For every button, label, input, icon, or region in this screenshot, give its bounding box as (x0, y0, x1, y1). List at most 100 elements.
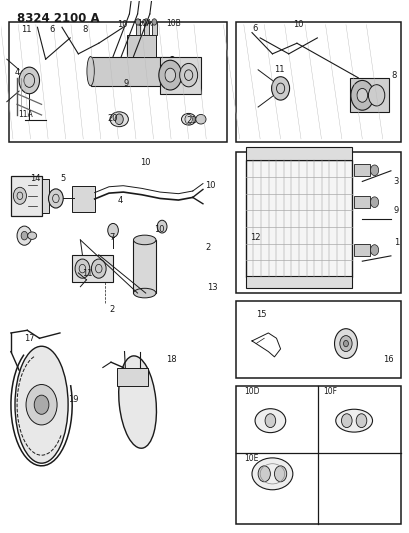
Bar (235, 301, 400, 378)
Text: 13: 13 (207, 283, 217, 292)
Text: 7: 7 (109, 233, 114, 242)
Text: 20: 20 (107, 114, 117, 123)
Bar (353, 244, 370, 256)
Circle shape (274, 466, 286, 482)
Text: 11: 11 (21, 26, 31, 35)
Circle shape (370, 245, 378, 255)
Ellipse shape (133, 235, 155, 245)
Bar (144, 22, 148, 35)
Text: 9: 9 (393, 206, 398, 215)
Bar (90, 56, 172, 86)
Text: 4: 4 (15, 68, 20, 77)
Text: 15: 15 (256, 310, 266, 319)
Bar (245, 147, 351, 160)
Bar (9, 22, 227, 142)
Text: 10: 10 (117, 20, 127, 29)
Text: 10: 10 (292, 20, 303, 29)
Circle shape (108, 223, 118, 237)
Bar (127, 35, 155, 56)
Circle shape (48, 189, 63, 208)
Circle shape (75, 259, 90, 278)
Bar (72, 186, 94, 212)
Text: 2: 2 (109, 304, 114, 313)
Circle shape (151, 19, 156, 25)
Circle shape (26, 384, 57, 425)
Text: 12: 12 (249, 233, 260, 242)
Ellipse shape (252, 458, 292, 490)
Circle shape (334, 329, 357, 359)
Text: 2: 2 (204, 244, 210, 253)
Text: 8: 8 (82, 26, 88, 35)
Circle shape (17, 226, 31, 245)
Bar (349, 78, 388, 112)
Circle shape (164, 68, 175, 82)
Circle shape (339, 336, 351, 352)
Ellipse shape (27, 232, 36, 239)
Text: 10: 10 (139, 158, 150, 167)
Bar (353, 196, 370, 208)
Circle shape (370, 165, 378, 175)
Text: 6: 6 (49, 26, 55, 35)
Circle shape (91, 259, 106, 278)
Ellipse shape (167, 56, 177, 86)
Text: 11: 11 (82, 269, 93, 278)
Circle shape (157, 220, 166, 233)
Bar (245, 160, 351, 277)
Circle shape (19, 67, 39, 94)
Circle shape (135, 19, 140, 25)
Text: 16: 16 (382, 355, 392, 364)
Circle shape (21, 231, 27, 240)
Bar (235, 152, 400, 293)
Ellipse shape (133, 288, 155, 298)
Ellipse shape (119, 356, 156, 448)
Text: 11: 11 (274, 66, 284, 74)
Circle shape (265, 414, 275, 427)
Text: 4: 4 (117, 196, 122, 205)
Text: 6: 6 (252, 24, 257, 33)
Circle shape (271, 77, 289, 100)
Bar (41, 179, 49, 213)
Bar (235, 386, 400, 524)
Text: 19: 19 (68, 395, 79, 404)
Text: 18: 18 (166, 355, 176, 364)
Text: 3: 3 (392, 177, 398, 186)
Ellipse shape (87, 56, 94, 86)
Text: 17: 17 (24, 334, 35, 343)
Bar (245, 276, 351, 288)
Bar (11, 176, 41, 216)
Circle shape (158, 60, 181, 90)
Text: 8324 2100 A: 8324 2100 A (17, 12, 99, 26)
Circle shape (184, 70, 192, 80)
Text: 8: 8 (390, 70, 396, 79)
Bar (151, 22, 156, 35)
Text: 21: 21 (186, 116, 197, 125)
Bar (135, 22, 140, 35)
Circle shape (144, 19, 148, 25)
Bar (133, 240, 155, 293)
Circle shape (13, 187, 26, 204)
Circle shape (179, 63, 197, 87)
Bar (353, 165, 370, 176)
Text: 10A: 10A (137, 19, 152, 28)
Circle shape (370, 197, 378, 207)
Circle shape (258, 466, 270, 482)
Text: 5: 5 (60, 174, 65, 183)
Circle shape (341, 414, 351, 427)
Ellipse shape (196, 115, 205, 124)
Text: 10E: 10E (243, 455, 258, 463)
Bar (235, 22, 400, 142)
Circle shape (350, 80, 373, 110)
Text: 10B: 10B (166, 19, 180, 28)
Text: 14: 14 (30, 174, 40, 183)
Bar (160, 56, 200, 94)
Text: 11A: 11A (18, 110, 33, 119)
Circle shape (368, 85, 384, 106)
Circle shape (115, 114, 123, 125)
Circle shape (343, 341, 348, 347)
Bar (72, 255, 113, 282)
Ellipse shape (335, 409, 372, 432)
Text: 10D: 10D (243, 387, 258, 396)
Ellipse shape (181, 114, 196, 125)
Ellipse shape (110, 112, 128, 127)
Ellipse shape (15, 346, 68, 463)
